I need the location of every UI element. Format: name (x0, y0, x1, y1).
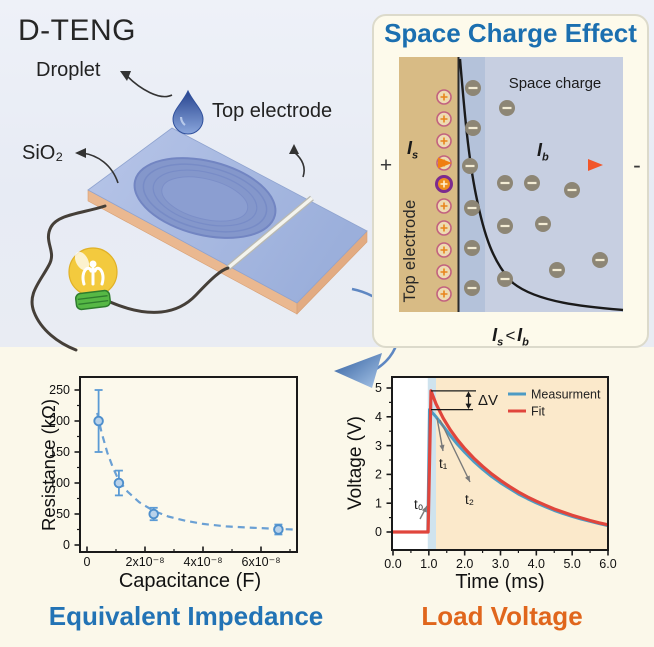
t2-arrow-head (465, 475, 470, 482)
t1-label: t₁ (439, 456, 448, 471)
droplet-impact-band (427, 377, 436, 550)
space-charge-panel: Space Charge Effect Space charge + - Is … (372, 14, 649, 348)
fit-curve (96, 412, 293, 531)
data-point (93, 415, 104, 427)
x-axis-label: Capacitance (F) (119, 570, 261, 592)
t1-arrow-head (439, 444, 445, 451)
data-point (148, 508, 159, 520)
sio2-label: SiO₂ (22, 142, 64, 164)
surface-current-arrow (400, 157, 452, 169)
deltaV-arrowhead-up (465, 391, 472, 397)
t0-arrow-head (421, 506, 427, 513)
impedance-chart: 0 50 100 150 200 250 0 2x10⁻⁸ 4x10⁻⁸ 6x10⁻⁸ Resist… (38, 376, 298, 592)
t0-label: t₀ (414, 497, 423, 512)
axes-box (79, 376, 298, 553)
water-puddle (133, 157, 277, 239)
data-point (273, 524, 284, 535)
y-tick-label: 0 (63, 538, 70, 552)
y-axis-label: Voltage (V) (345, 416, 366, 510)
t2-label: t₂ (465, 492, 474, 507)
space-charge-label: Space charge (508, 75, 602, 92)
deltaV-arrowhead-down (465, 403, 472, 410)
annotation-arrowheads (75, 71, 299, 158)
y-tick-label: 50 (56, 507, 70, 521)
panel-electrode-label: Top electrode (401, 199, 419, 303)
y-tick-label: 1 (375, 496, 382, 510)
y-tick-label: 0 (375, 525, 382, 539)
surface-current-label: Is (407, 138, 419, 162)
y-tick-label: 5 (375, 381, 382, 395)
current-inequality: Is < Ib (492, 325, 529, 349)
x-tick-label: 6x10⁻⁸ (242, 555, 281, 569)
negative-charges (462, 80, 608, 296)
top-electrode-arrow (293, 151, 305, 178)
y-tick-label: 2 (375, 468, 382, 482)
y-tick-label: 4 (375, 410, 382, 424)
panel-title: Space Charge Effect (384, 18, 637, 48)
x-tick-label: 0.0 (384, 557, 401, 571)
deltaV-label: ΔV (478, 392, 498, 409)
x-tick-label: 5.0 (563, 557, 580, 571)
top-electrode-label: Top electrode (212, 100, 333, 122)
legend-label-measurment: Measurment (531, 388, 601, 402)
x-tick-label: 4.0 (528, 557, 545, 571)
x-tick-label: 1.0 (420, 557, 437, 571)
bulk-current-arrow (510, 159, 603, 171)
x-tick-label: 2x10⁻⁸ (126, 555, 165, 569)
t2-arrow (439, 419, 471, 483)
circuit-wires (30, 204, 230, 352)
caption-load-voltage: Load Voltage (421, 601, 583, 631)
bulb-filament (81, 260, 105, 286)
legend-label-fit: Fit (531, 405, 545, 419)
space-charge-diagram (399, 57, 624, 312)
y-tick-label: 150 (49, 445, 70, 459)
y-tick-label: 200 (49, 414, 70, 428)
x-axis-label: Time (ms) (455, 571, 544, 593)
voltage-chart: 0 1 2 3 4 5 0.0 1.0 2.0 3.0 4.0 5.0 6.0 Measurment Fit… (345, 376, 617, 593)
charge-decay-curve (458, 58, 624, 312)
figure-title: D-TENG (18, 14, 136, 47)
bulb-glint (74, 251, 90, 271)
y-tick-label: 3 (375, 439, 382, 453)
top-electrode-strip (226, 195, 314, 271)
bulk-current-label: Ib (537, 140, 549, 164)
minus-terminal: - (633, 152, 641, 178)
y-tick-label: 100 (49, 476, 70, 490)
series-fit (393, 389, 609, 534)
x-tick-label: 4x10⁻⁸ (184, 555, 223, 569)
highlighted-positive-charge (435, 175, 453, 193)
droplet (172, 89, 204, 135)
y-axis-label: Resistance (kΩ) (38, 399, 59, 531)
y-tick-label: 250 (49, 383, 70, 397)
less-than: < (505, 326, 516, 345)
caption-equivalent-impedance: Equivalent Impedance (48, 601, 324, 631)
data-point (113, 477, 125, 489)
device-scene (30, 71, 368, 352)
x-tick-label: 0 (84, 555, 91, 569)
x-tick-label: 2.0 (456, 557, 473, 571)
plus-terminal: + (379, 154, 393, 177)
droplet-highlight (179, 116, 186, 126)
light-bulb (68, 247, 118, 311)
x-tick-label: 6.0 (599, 557, 616, 571)
droplet-label: Droplet (36, 59, 101, 81)
droplet-arrow (126, 75, 173, 98)
bulb-base (74, 289, 112, 311)
decay-shaded-region (435, 377, 608, 550)
flow-arrowhead (334, 353, 382, 388)
x-tick-label: 3.0 (492, 557, 509, 571)
plot-area (80, 377, 297, 552)
